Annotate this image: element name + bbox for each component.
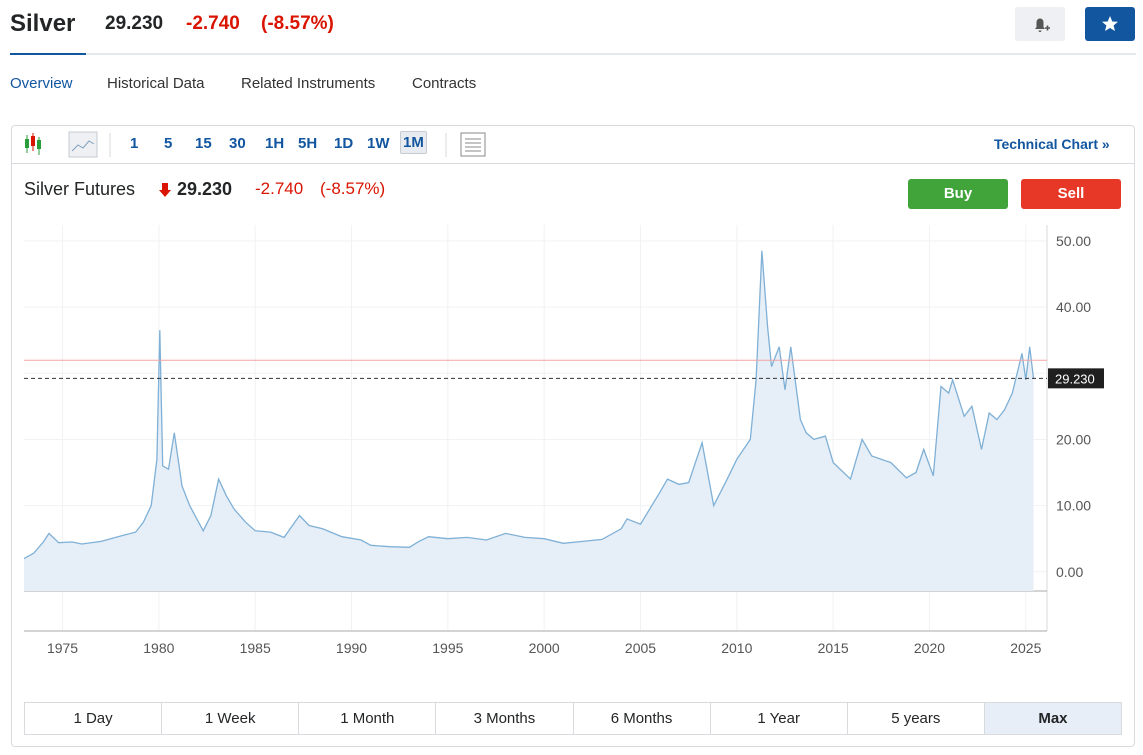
instrument-change-pct: (-8.57%) xyxy=(320,179,386,198)
active-indicator xyxy=(10,53,86,55)
interval[interactable]: 1D xyxy=(334,135,354,152)
buy-button[interactable]: Buy xyxy=(908,179,1008,209)
x-tick-label: 1985 xyxy=(240,640,271,656)
range-button[interactable]: 5 years xyxy=(848,703,985,734)
price: 29.230 xyxy=(105,13,164,34)
star-icon xyxy=(1102,16,1118,31)
interval[interactable]: 5 xyxy=(164,135,173,152)
sell-button[interactable]: Sell xyxy=(1021,179,1121,209)
toolbar-divider xyxy=(12,163,1134,164)
tab[interactable]: Historical Data xyxy=(107,75,205,92)
tab[interactable]: Contracts xyxy=(412,75,477,92)
x-tick-label: 1975 xyxy=(47,640,78,656)
y-tick-label: 0.00 xyxy=(1056,564,1083,580)
line xyxy=(23,250,1035,560)
x-tick-label: 2020 xyxy=(914,640,945,656)
instrument-change: -2.740 xyxy=(255,179,304,198)
x-tick-label: 2025 xyxy=(1010,640,1041,656)
bell-icon xyxy=(1035,18,1050,32)
x-tick-label: 1990 xyxy=(336,640,367,656)
y-tick-label: 10.00 xyxy=(1056,498,1091,514)
last-price-tag xyxy=(1048,368,1104,389)
range-button[interactable]: 1 Week xyxy=(162,703,300,734)
interval[interactable]: 5H xyxy=(298,135,318,152)
range-button[interactable]: 1 Year xyxy=(711,703,848,734)
range-button[interactable]: 3 Months xyxy=(436,703,574,734)
down-arrow xyxy=(159,183,171,197)
interval[interactable]: 1M xyxy=(400,131,427,154)
watchlist-button[interactable] xyxy=(1085,7,1135,41)
area-icon[interactable] xyxy=(68,131,98,158)
range-button[interactable]: 6 Months xyxy=(574,703,711,734)
chart: 1975 1980 1985 1990 1995 2000 2005 2010 2015 2020… xyxy=(23,225,1104,656)
change-pct: (-8.57%) xyxy=(261,13,334,34)
instrument-name: Silver Futures xyxy=(24,179,136,199)
interval[interactable]: 1W xyxy=(367,135,390,152)
y-tick-label: 40.00 xyxy=(1056,299,1091,315)
toolbar-icons[interactable] xyxy=(22,131,492,159)
area xyxy=(24,250,1034,592)
tab[interactable]: Related Instruments xyxy=(241,75,376,92)
x-tick-label: 2005 xyxy=(625,640,656,656)
range-button[interactable]: 1 Day xyxy=(25,703,163,734)
range-selector: 1 Day 1 Week 1 Month 3 Months 6 Months 1… xyxy=(24,702,1122,735)
interval[interactable]: 1 xyxy=(130,135,139,152)
range-button[interactable]: Max xyxy=(984,703,1121,734)
x-tick-label: 1980 xyxy=(143,640,174,656)
table-icon-lines xyxy=(465,138,481,152)
alert-button[interactable] xyxy=(1015,7,1065,41)
candles-icon[interactable] xyxy=(25,133,41,155)
y-tick-label: 20.00 xyxy=(1056,431,1091,447)
tab[interactable]: Overview xyxy=(10,75,73,92)
interval[interactable]: 1H xyxy=(265,135,285,152)
y-tick-label: 50.00 xyxy=(1056,233,1091,249)
x-tick-label: 2000 xyxy=(529,640,560,656)
x-tick-label: 1995 xyxy=(432,640,463,656)
instrument-price: 29.230 xyxy=(177,179,233,199)
x-tick-label: 2015 xyxy=(818,640,849,656)
symbol: Silver xyxy=(10,10,76,37)
interval[interactable]: 15 xyxy=(195,135,212,152)
x-tick-label: 2010 xyxy=(721,640,752,656)
change: -2.740 xyxy=(186,13,240,34)
chart-panel xyxy=(11,125,1135,747)
last-price-label: 29.230 xyxy=(1055,371,1095,386)
interval[interactable]: 30 xyxy=(229,135,246,152)
header-divider xyxy=(10,53,1136,55)
technical-chart-link[interactable]: Technical Chart » xyxy=(994,136,1110,152)
range-button[interactable]: 1 Month xyxy=(299,703,437,734)
area-icon-line xyxy=(71,140,95,152)
